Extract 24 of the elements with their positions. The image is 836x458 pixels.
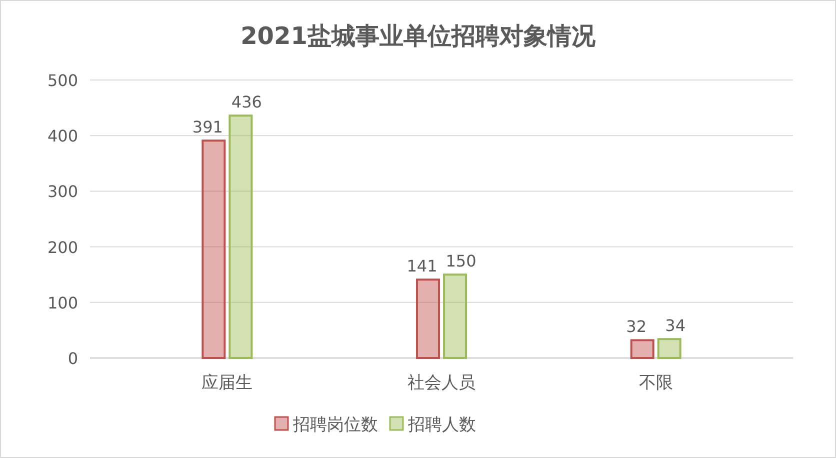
bar: [416, 278, 440, 359]
bar: [443, 274, 467, 359]
data-label: 150: [446, 252, 476, 271]
x-tick-label: 社会人员: [408, 373, 476, 393]
data-label: 141: [406, 256, 438, 276]
data-label: 34: [665, 316, 686, 336]
y-tick-label: 200: [47, 238, 78, 257]
bar: [202, 140, 226, 359]
data-label: 436: [231, 92, 262, 112]
bar: [630, 339, 654, 359]
legend-label: 招聘岗位数: [292, 415, 378, 435]
data-label: 391: [192, 118, 223, 137]
y-tick-label: 500: [47, 71, 78, 90]
y-tick-label: 300: [47, 182, 78, 202]
bar: [228, 114, 253, 359]
y-tick-label: 0: [68, 349, 78, 368]
legend-label: 招聘人数: [407, 415, 476, 435]
y-tick-label: 100: [47, 293, 78, 312]
x-tick-label: 应届生: [202, 373, 253, 393]
chart-title: 2021盐城事业单位招聘对象情况: [240, 22, 596, 50]
y-tick-label: 400: [47, 126, 78, 146]
data-label: 32: [626, 317, 647, 336]
bar: [657, 338, 682, 359]
x-tick-label: 不限: [638, 373, 673, 393]
